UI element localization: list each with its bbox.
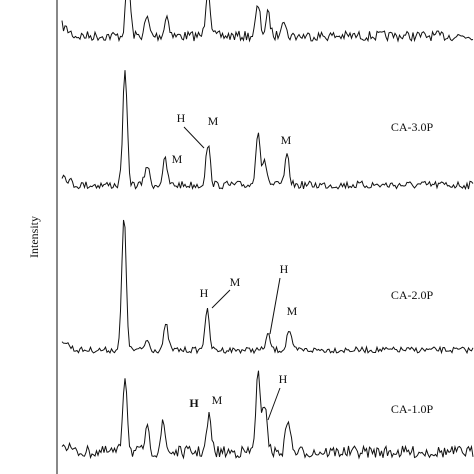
peak-annotation: M (212, 393, 223, 407)
diffraction-trace (61, 219, 474, 355)
peak-annotation: M (281, 133, 292, 147)
peak-annotation: H (200, 286, 209, 300)
pattern-label: CA-2.0P (391, 288, 434, 302)
peak-annotation: H (280, 262, 289, 276)
pattern-label: CA-3.0P (391, 120, 434, 134)
traces (61, 0, 474, 460)
diffraction-trace (61, 0, 474, 43)
diffraction-trace (61, 70, 474, 191)
leader-line (211, 289, 231, 309)
peak-annotation: M (172, 152, 183, 166)
leader-line (267, 387, 281, 421)
pattern-label: CA-1.0P (391, 402, 434, 416)
peak-annotation: H (279, 372, 288, 386)
peak-annotation: M (287, 304, 298, 318)
y-axis-label: Intensity (27, 216, 41, 258)
diffraction-trace (61, 370, 474, 460)
peak-annotation: M (230, 275, 241, 289)
peak-annotation: M (208, 114, 219, 128)
leader-line (183, 126, 205, 149)
peak-annotation: H (177, 111, 186, 125)
peak-annotation: H (189, 396, 199, 410)
leader-line (269, 277, 281, 335)
